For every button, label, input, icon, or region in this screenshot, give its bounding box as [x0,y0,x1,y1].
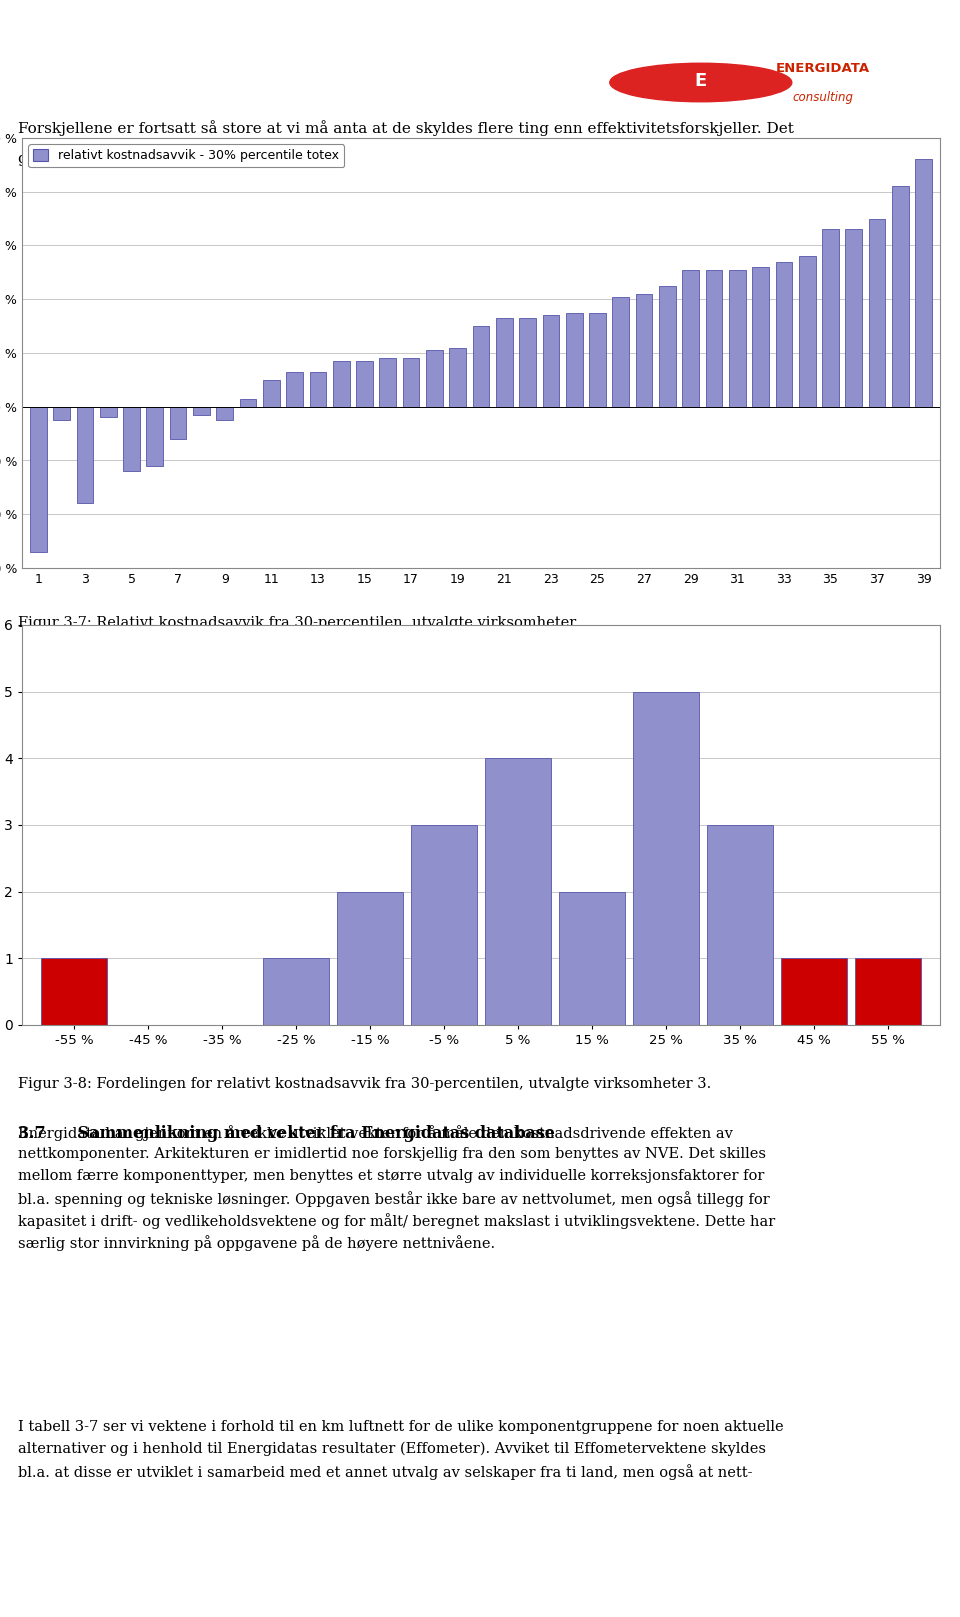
Bar [402,359,420,407]
Bar [100,407,116,417]
Bar [472,327,490,407]
Text: særlig stor innvirkning på oppgavene på de høyere nettnivåene.: særlig stor innvirkning på oppgavene på … [18,1235,495,1252]
Text: Figur 3-7: Relativt kostnadsavvik fra 30-percentilen, utvalgte virksomheter: Figur 3-7: Relativt kostnadsavvik fra 30… [18,616,576,629]
Bar [449,348,467,407]
Bar [780,959,848,1025]
Bar [633,692,700,1025]
Bar [263,380,279,407]
Bar [496,319,513,407]
Text: kapasitet i drift- og vedlikeholdsvektene og for målt/ beregnet makslast i utvik: kapasitet i drift- og vedlikeholdsvekten… [18,1213,776,1229]
Text: ENERGIDATA: ENERGIDATA [776,61,870,76]
Bar [706,270,722,407]
Bar [147,407,163,466]
Text: bl.a. spenning og tekniske løsninger. Oppgaven består ikke bare av nettvolumet, : bl.a. spenning og tekniske løsninger. Op… [18,1192,770,1206]
Bar [612,296,629,407]
Bar [309,372,326,407]
Bar [379,359,396,407]
Bar [589,312,606,407]
Text: mellom færre komponenttyper, men benyttes et større utvalg av individuelle korre: mellom færre komponenttyper, men benytte… [18,1169,764,1184]
Text: Figur 3-8: Fordelingen for relativt kostnadsavvik fra 30-percentilen, utvalgte v: Figur 3-8: Fordelingen for relativt kost… [18,1077,711,1091]
Bar [40,959,108,1025]
Bar [869,218,885,407]
Bar [892,186,909,407]
Text: Forskjellene er fortsatt så store at vi må anta at de skyldes flere ting enn eff: Forskjellene er fortsatt så store at vi … [18,120,794,136]
Bar [286,372,303,407]
Bar [170,407,186,438]
Bar [337,891,403,1025]
Bar [683,270,699,407]
Text: consulting: consulting [793,92,853,105]
Bar [799,255,816,407]
Bar [854,959,922,1025]
Text: nettkomponenter. Arkitekturen er imidlertid noe forskjellig fra den som benyttes: nettkomponenter. Arkitekturen er imidler… [18,1146,766,1161]
Bar [216,407,233,420]
Bar [193,407,210,416]
Bar [123,407,140,471]
Bar [519,319,536,407]
Text: E: E [695,73,707,91]
Bar [485,758,551,1025]
Bar [846,230,862,407]
Bar [356,361,372,407]
Circle shape [610,63,792,102]
Bar [77,407,93,503]
Text: Energidata har gjennom en årrekke utviklet vekter for å måle den kostnadsdrivend: Energidata har gjennom en årrekke utvikl… [18,1125,732,1142]
Text: gjelder spesielt de to beste og den dårligste virksomheten (markert rødt).: gjelder spesielt de to beste og den dårl… [18,150,588,167]
Bar [263,959,329,1025]
Bar [822,230,839,407]
Text: 3.7  Sammenlikning med vekter fra Energidatas database: 3.7 Sammenlikning med vekter fra Energid… [18,1125,555,1143]
Bar [542,315,560,407]
Bar [636,294,653,407]
Text: bl.a. at disse er utviklet i samarbeid med et annet utvalg av selskaper fra ti l: bl.a. at disse er utviklet i samarbeid m… [18,1463,753,1480]
Bar [30,407,47,551]
Bar [426,351,443,407]
Bar [333,361,349,407]
Bar [753,267,769,407]
Bar [707,825,774,1025]
Text: alternativer og i henhold til Energidatas resultater (Effometer). Avviket til Ef: alternativer og i henhold til Energidata… [18,1442,766,1457]
Bar [659,286,676,407]
Bar [565,312,583,407]
Bar [411,825,477,1025]
Bar [776,262,792,407]
Bar [915,160,932,407]
Bar [240,399,256,407]
Text: I tabell 3-7 ser vi vektene i forhold til en km luftnett for de ulike komponentg: I tabell 3-7 ser vi vektene i forhold ti… [18,1420,783,1434]
Bar [559,891,625,1025]
Legend: relativt kostnadsavvik - 30% percentile totex: relativt kostnadsavvik - 30% percentile … [28,144,345,167]
Bar [53,407,70,420]
Bar [729,270,746,407]
